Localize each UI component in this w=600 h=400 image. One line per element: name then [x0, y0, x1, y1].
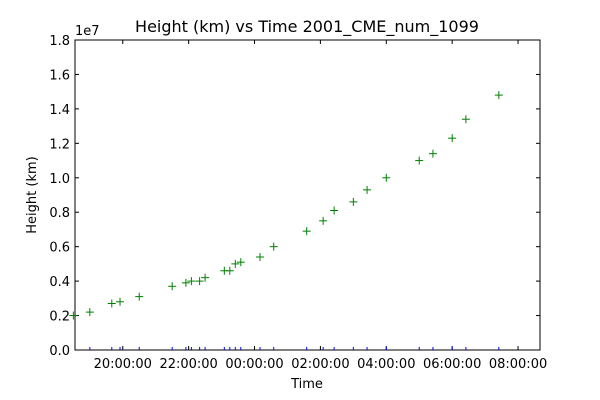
x-tick-label: 02:00:00 [291, 357, 349, 372]
data-point [256, 253, 265, 261]
y-axis-label: Height (km) [25, 156, 40, 233]
data-point [363, 185, 372, 194]
data-point [135, 292, 144, 301]
data-point [201, 273, 210, 282]
y-tick-label: 0.8 [49, 206, 70, 221]
data-point [107, 299, 116, 308]
plot-frame [74, 39, 541, 351]
data-point [225, 266, 234, 275]
y-tick-label: 1.0 [49, 172, 70, 187]
data-point [494, 91, 503, 100]
x-tick-label: 00:00:00 [225, 357, 283, 372]
y-axis: 0.0 0.2 0.4 0.6 0.8 1.0 1.2 1.4 1.6 1.8 [49, 34, 540, 359]
data-point [302, 227, 311, 236]
data-point [187, 277, 196, 286]
y-tick-label: 0.2 [49, 310, 70, 325]
data-point [382, 173, 391, 182]
rug-marks [89, 347, 500, 350]
data-point [349, 197, 358, 206]
x-axis-label: Time [290, 377, 323, 392]
data-point [195, 277, 204, 286]
data-point [181, 278, 190, 287]
data-point [168, 282, 177, 291]
data-point [428, 149, 437, 158]
data-point [69, 311, 78, 320]
y-offset-label: 1e7 [75, 24, 100, 39]
data-point [330, 206, 339, 215]
data-point [231, 259, 240, 268]
chart-title: Height (km) vs Time 2001_CME_num_1099 [135, 17, 479, 37]
x-axis: 20:00:00 22:00:00 00:00:00 02:00:00 04:00:00… [94, 40, 547, 372]
data-point [236, 258, 245, 267]
data-point [448, 134, 457, 143]
y-tick-label: 0.6 [49, 241, 70, 256]
data-point [319, 216, 328, 225]
data-point [116, 297, 125, 306]
data-point [269, 242, 278, 251]
x-tick-label: 04:00:00 [357, 357, 415, 372]
y-tick-label: 0.4 [49, 275, 70, 290]
data-point [85, 308, 94, 317]
x-tick-label: 20:00:00 [94, 357, 152, 372]
plot-area [74, 39, 541, 351]
data-point [461, 115, 470, 124]
x-tick-label: 22:00:00 [159, 357, 217, 372]
y-tick-label: 1.4 [49, 103, 70, 118]
y-tick-label: 1.8 [49, 34, 70, 49]
x-tick-label: 08:00:00 [489, 357, 547, 372]
y-tick-label: 1.2 [49, 137, 70, 152]
x-tick-label: 06:00:00 [423, 357, 481, 372]
y-tick-label: 1.6 [49, 68, 70, 83]
data-points [69, 91, 503, 320]
data-point [415, 156, 424, 165]
y-tick-label: 0.0 [49, 344, 70, 359]
